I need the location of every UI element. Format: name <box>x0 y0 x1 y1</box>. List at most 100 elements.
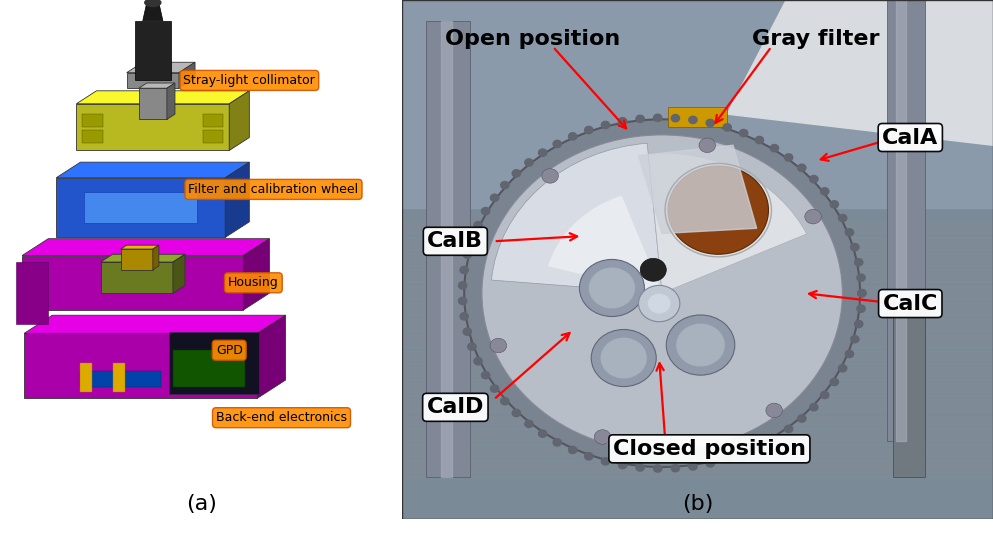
Circle shape <box>482 371 490 379</box>
Circle shape <box>766 403 782 418</box>
Polygon shape <box>139 88 167 119</box>
Circle shape <box>648 294 670 313</box>
Bar <box>668 108 727 127</box>
Text: CalD: CalD <box>427 397 484 417</box>
Polygon shape <box>229 91 249 151</box>
Bar <box>402 302 993 315</box>
Polygon shape <box>153 245 159 270</box>
Polygon shape <box>100 262 173 293</box>
Circle shape <box>602 338 646 378</box>
Bar <box>893 296 925 477</box>
Bar <box>402 351 993 364</box>
Circle shape <box>677 324 724 366</box>
Circle shape <box>594 430 611 444</box>
Bar <box>80 363 92 392</box>
Circle shape <box>460 313 469 320</box>
Polygon shape <box>16 262 49 325</box>
Circle shape <box>855 259 863 266</box>
Circle shape <box>553 439 561 446</box>
Circle shape <box>460 266 469 274</box>
Bar <box>402 237 993 250</box>
Circle shape <box>771 434 779 442</box>
Circle shape <box>756 443 764 450</box>
Ellipse shape <box>893 289 924 302</box>
Bar <box>173 350 245 386</box>
Bar <box>402 253 993 266</box>
Circle shape <box>638 285 680 322</box>
Circle shape <box>525 420 533 427</box>
Bar <box>204 114 223 127</box>
Circle shape <box>580 259 644 316</box>
Circle shape <box>464 119 860 467</box>
Polygon shape <box>169 332 259 394</box>
Polygon shape <box>24 315 286 333</box>
Bar <box>441 21 453 477</box>
Circle shape <box>830 378 838 386</box>
Circle shape <box>459 282 467 289</box>
Bar <box>402 464 993 477</box>
Circle shape <box>838 214 847 222</box>
Circle shape <box>463 251 472 258</box>
Circle shape <box>756 136 764 144</box>
Circle shape <box>590 268 635 307</box>
Polygon shape <box>179 62 195 88</box>
Circle shape <box>512 169 520 177</box>
Text: Stray-light collimator: Stray-light collimator <box>184 74 315 87</box>
Text: Filter and calibration wheel: Filter and calibration wheel <box>189 183 358 196</box>
Polygon shape <box>727 0 993 145</box>
Polygon shape <box>143 3 163 21</box>
Circle shape <box>740 129 748 137</box>
Bar <box>204 130 223 142</box>
Polygon shape <box>127 62 195 73</box>
Text: (b): (b) <box>682 493 713 514</box>
Text: CalC: CalC <box>883 294 938 314</box>
Polygon shape <box>225 162 249 237</box>
Polygon shape <box>22 238 269 256</box>
Circle shape <box>668 166 769 254</box>
Polygon shape <box>76 91 249 104</box>
Circle shape <box>491 385 498 392</box>
Circle shape <box>838 365 847 372</box>
Circle shape <box>491 338 506 353</box>
Bar <box>887 0 925 441</box>
Circle shape <box>619 118 627 125</box>
Wedge shape <box>648 153 806 293</box>
Bar <box>402 335 993 347</box>
Circle shape <box>463 328 472 335</box>
Polygon shape <box>243 238 269 310</box>
Bar <box>402 220 993 233</box>
Wedge shape <box>492 144 662 293</box>
Circle shape <box>542 169 558 183</box>
Circle shape <box>845 229 854 236</box>
Circle shape <box>804 209 821 224</box>
Bar <box>402 399 993 412</box>
Polygon shape <box>100 254 185 262</box>
Circle shape <box>851 243 859 251</box>
Circle shape <box>491 194 498 201</box>
Text: CalA: CalA <box>882 128 938 147</box>
Circle shape <box>784 154 792 161</box>
Bar <box>402 318 993 331</box>
Circle shape <box>689 116 697 124</box>
Circle shape <box>512 410 520 417</box>
Circle shape <box>830 201 838 208</box>
Circle shape <box>855 320 863 328</box>
Text: Gray filter: Gray filter <box>752 29 880 49</box>
Text: (a): (a) <box>186 493 216 514</box>
Circle shape <box>797 164 806 172</box>
Circle shape <box>689 463 697 470</box>
Circle shape <box>671 465 679 472</box>
Polygon shape <box>638 145 757 233</box>
Bar <box>426 21 470 477</box>
Circle shape <box>723 455 731 463</box>
Circle shape <box>569 447 577 454</box>
Polygon shape <box>139 83 175 88</box>
Circle shape <box>857 274 865 282</box>
Circle shape <box>636 115 644 123</box>
Circle shape <box>857 305 865 312</box>
Circle shape <box>500 397 509 405</box>
Circle shape <box>538 430 547 437</box>
Circle shape <box>474 358 483 365</box>
Circle shape <box>459 298 467 305</box>
Circle shape <box>820 188 829 195</box>
